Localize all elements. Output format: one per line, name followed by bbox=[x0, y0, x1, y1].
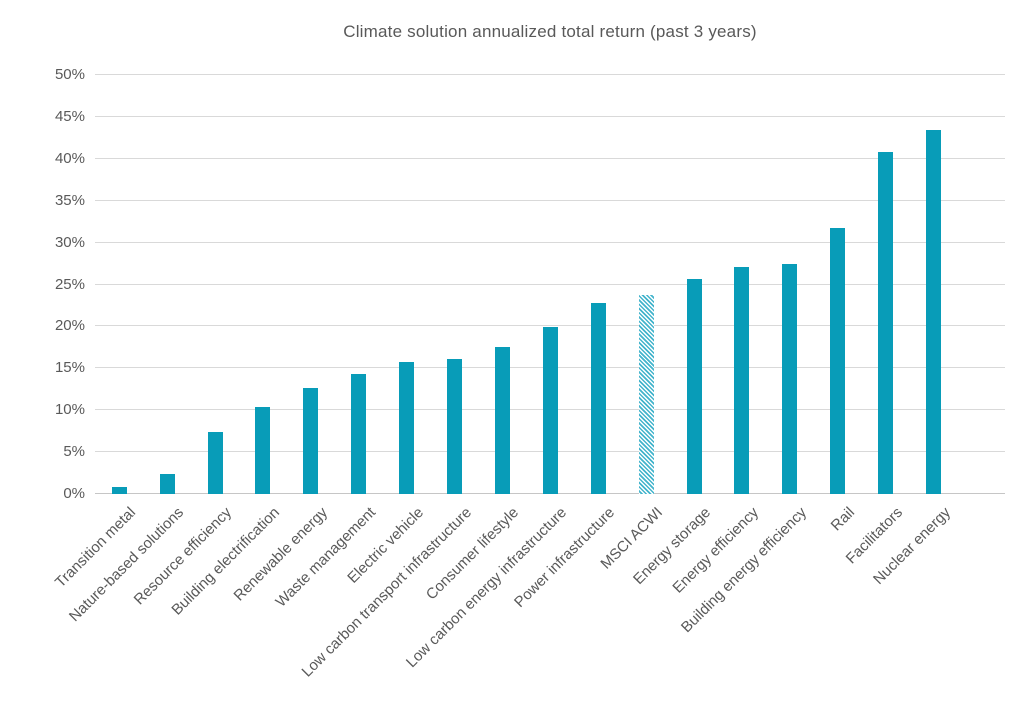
x-category-label: Facilitators bbox=[842, 504, 906, 568]
plot-area: 0% 5% 10% 15% 20% 25% 30% 35% 40% 45% 50% Transitio… bbox=[52, 66, 1005, 681]
y-tick-label: 35% bbox=[54, 191, 85, 209]
bar bbox=[207, 432, 223, 494]
y-tick-label: 40% bbox=[54, 149, 85, 167]
bar bbox=[303, 388, 319, 494]
bar bbox=[447, 359, 462, 494]
y-tick-label: 10% bbox=[54, 401, 85, 419]
x-category-label: Nuclear energy bbox=[869, 504, 954, 588]
bar bbox=[926, 130, 941, 494]
y-tick-label: 45% bbox=[54, 107, 85, 125]
y-tick-label: 30% bbox=[54, 233, 85, 251]
y-tick-label: 5% bbox=[63, 443, 85, 461]
bar bbox=[399, 361, 415, 494]
bar bbox=[686, 279, 702, 494]
benchmark-bar bbox=[638, 295, 654, 494]
bar bbox=[590, 302, 606, 494]
gridline bbox=[95, 115, 1005, 117]
gridline bbox=[95, 283, 1005, 285]
gridline bbox=[95, 157, 1005, 159]
gridline bbox=[95, 74, 1005, 75]
bar bbox=[782, 263, 798, 494]
gridline bbox=[95, 241, 1005, 243]
bar bbox=[111, 487, 127, 494]
chart-title: Climate solution annualized total return… bbox=[343, 22, 757, 41]
y-tick-label: 25% bbox=[54, 275, 85, 293]
bar bbox=[734, 266, 750, 494]
bar bbox=[542, 327, 558, 494]
bar bbox=[351, 374, 367, 494]
y-tick-label: 0% bbox=[63, 485, 85, 502]
bar bbox=[830, 227, 846, 494]
y-tick-label: 20% bbox=[54, 317, 85, 335]
bar bbox=[878, 152, 894, 494]
bar bbox=[159, 473, 175, 494]
bar bbox=[255, 406, 271, 494]
gridline bbox=[95, 325, 1005, 327]
bar bbox=[494, 347, 510, 494]
gridline bbox=[95, 199, 1005, 201]
x-category-label: Rail bbox=[827, 504, 858, 535]
y-tick-label: 15% bbox=[54, 359, 85, 377]
y-tick-label: 50% bbox=[54, 66, 85, 83]
